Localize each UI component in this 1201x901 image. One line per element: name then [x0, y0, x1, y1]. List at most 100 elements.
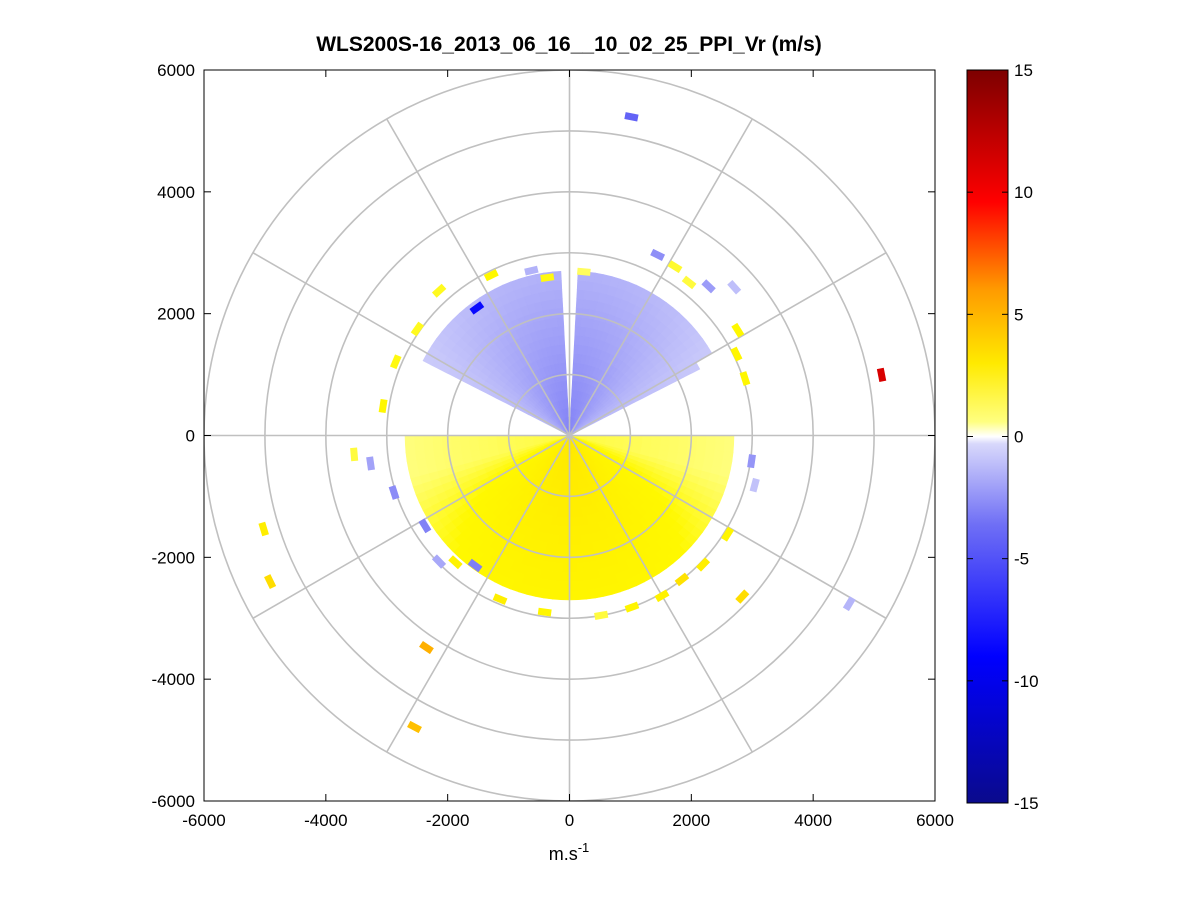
azimuth-spoke [569, 434, 887, 619]
return-gate [469, 301, 485, 315]
colorbar-tick-label: -10 [1014, 672, 1039, 691]
return-gate [674, 572, 690, 587]
field-cell [573, 516, 580, 528]
field-cell [550, 317, 559, 328]
return-gate [492, 593, 508, 605]
azimuth-spoke [568, 118, 753, 436]
field-cell [477, 439, 489, 446]
field-cell [546, 289, 556, 301]
return-gate [388, 485, 400, 500]
field-cell [724, 435, 735, 445]
velocity-field [404, 270, 735, 601]
field-cell [575, 298, 585, 309]
field-cell [669, 435, 680, 442]
return-gate [681, 275, 697, 290]
x-tick-label: 6000 [916, 811, 954, 830]
field-cell [554, 562, 564, 573]
colorbar-tick-label: -5 [1014, 550, 1029, 569]
field-cell [441, 435, 452, 443]
return-gate [730, 346, 743, 362]
return-gate [467, 558, 483, 573]
return-gate [701, 279, 716, 294]
field-cell [554, 298, 564, 309]
field-cell [678, 435, 689, 443]
field-cell [544, 280, 555, 292]
field-cell [563, 535, 570, 546]
field-cell [584, 579, 595, 591]
field-cell [562, 553, 570, 564]
return-gate [419, 640, 434, 655]
field-cell [549, 307, 558, 319]
y-tick-label: 6000 [157, 61, 195, 80]
return-gate [747, 454, 756, 469]
scattered-returns [258, 112, 887, 734]
field-cell [553, 289, 563, 300]
field-cell [561, 572, 570, 583]
azimuth-spoke [252, 434, 570, 619]
return-gate [876, 367, 887, 382]
field-cell [714, 442, 725, 453]
colorbar-tick-label: -15 [1014, 794, 1039, 813]
field-cell [551, 589, 562, 601]
field-cell [468, 439, 479, 447]
field-cell [573, 526, 581, 537]
x-tick-label: 4000 [794, 811, 832, 830]
field-cell [553, 571, 563, 582]
field-cell [547, 298, 557, 310]
field-cell [696, 435, 707, 444]
field-cell [696, 441, 707, 451]
return-gate [624, 601, 640, 613]
field-cell [569, 553, 577, 564]
field-cell [562, 544, 570, 555]
return-gate [731, 322, 745, 338]
return-gate [389, 354, 402, 370]
x-axis-label-exponent: -1 [578, 840, 590, 855]
field-cell [459, 440, 470, 448]
y-tick-label: 0 [186, 427, 195, 446]
field-cell [569, 544, 577, 555]
colorbar-tick-label: 5 [1014, 305, 1023, 324]
field-cell [569, 535, 576, 546]
return-gate [537, 607, 552, 617]
field-cell [562, 371, 567, 382]
field-cell [580, 543, 589, 554]
field-cell [560, 590, 570, 601]
field-cell [552, 580, 563, 591]
return-gate [749, 477, 760, 493]
field-cell [450, 435, 461, 443]
return-gate [524, 265, 539, 276]
return-gate [483, 269, 499, 282]
return-gate [431, 554, 447, 569]
field-cell [715, 435, 726, 444]
axis-ticks: -6000 -4000 -2000 0 2000 4000 6000 6000 4000 2000… [152, 61, 954, 830]
x-tick-label: -4000 [304, 811, 347, 830]
field-cell [575, 553, 584, 564]
field-cell [569, 562, 578, 573]
azimuth-spoke [386, 118, 571, 436]
field-cell [414, 450, 426, 461]
field-cell [585, 588, 596, 600]
y-tick-label: 4000 [157, 183, 195, 202]
x-tick-label: -6000 [182, 811, 225, 830]
field-cell [569, 590, 579, 601]
field-cell [569, 581, 578, 592]
colorbar-tick-label: 10 [1014, 183, 1033, 202]
field-cell [405, 451, 417, 462]
field-cell [706, 435, 717, 444]
field-cell [705, 442, 716, 452]
return-gate [739, 371, 751, 386]
y-tick-label: 2000 [157, 305, 195, 324]
field-cell [557, 325, 565, 336]
field-cell [575, 562, 585, 573]
return-gate [448, 555, 463, 570]
field-cell [577, 589, 588, 601]
return-gate [695, 557, 711, 572]
field-cell [555, 307, 564, 318]
chart-title: WLS200S-16_2013_06_16__10_02_25_PPI_Vr (… [316, 33, 822, 56]
field-cell [561, 562, 570, 573]
field-cell [432, 435, 443, 444]
field-cell [404, 435, 415, 445]
colorbar [966, 69, 1009, 804]
y-tick-label: -4000 [152, 670, 195, 689]
